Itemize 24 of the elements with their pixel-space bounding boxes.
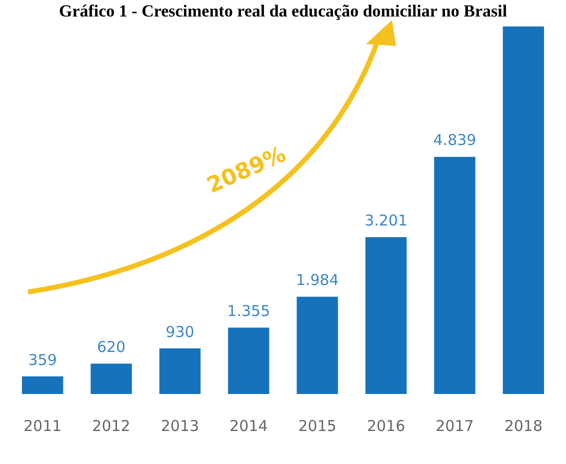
x-tick-label: 2017 (436, 416, 474, 435)
data-label: 1.984 (296, 271, 339, 290)
bar (159, 348, 201, 394)
bar (434, 156, 476, 394)
bar (228, 328, 270, 394)
data-label: 3.201 (364, 212, 408, 230)
x-tick-label: 2012 (92, 416, 130, 435)
data-label: 930 (166, 322, 194, 341)
bar (502, 26, 544, 394)
data-label: 4.839 (433, 131, 476, 150)
x-tick-label: 2016 (366, 416, 406, 435)
data-label: 620 (96, 338, 126, 356)
x-tick-label: 2013 (160, 416, 200, 435)
data-label: 1.355 (227, 302, 270, 320)
x-tick-label: 2014 (230, 416, 268, 435)
x-tick-label: 2015 (298, 416, 336, 435)
bar (296, 296, 338, 394)
chart-title: Gráfico 1 - Crescimento real da educação domiciliar no Brasil (58, 2, 508, 21)
bar (90, 364, 132, 394)
data-label: 359 (28, 350, 57, 369)
bar (365, 237, 407, 394)
x-tick-label: 2018 (504, 416, 543, 435)
bar (22, 376, 64, 394)
x-tick-label: 2011 (23, 416, 62, 435)
